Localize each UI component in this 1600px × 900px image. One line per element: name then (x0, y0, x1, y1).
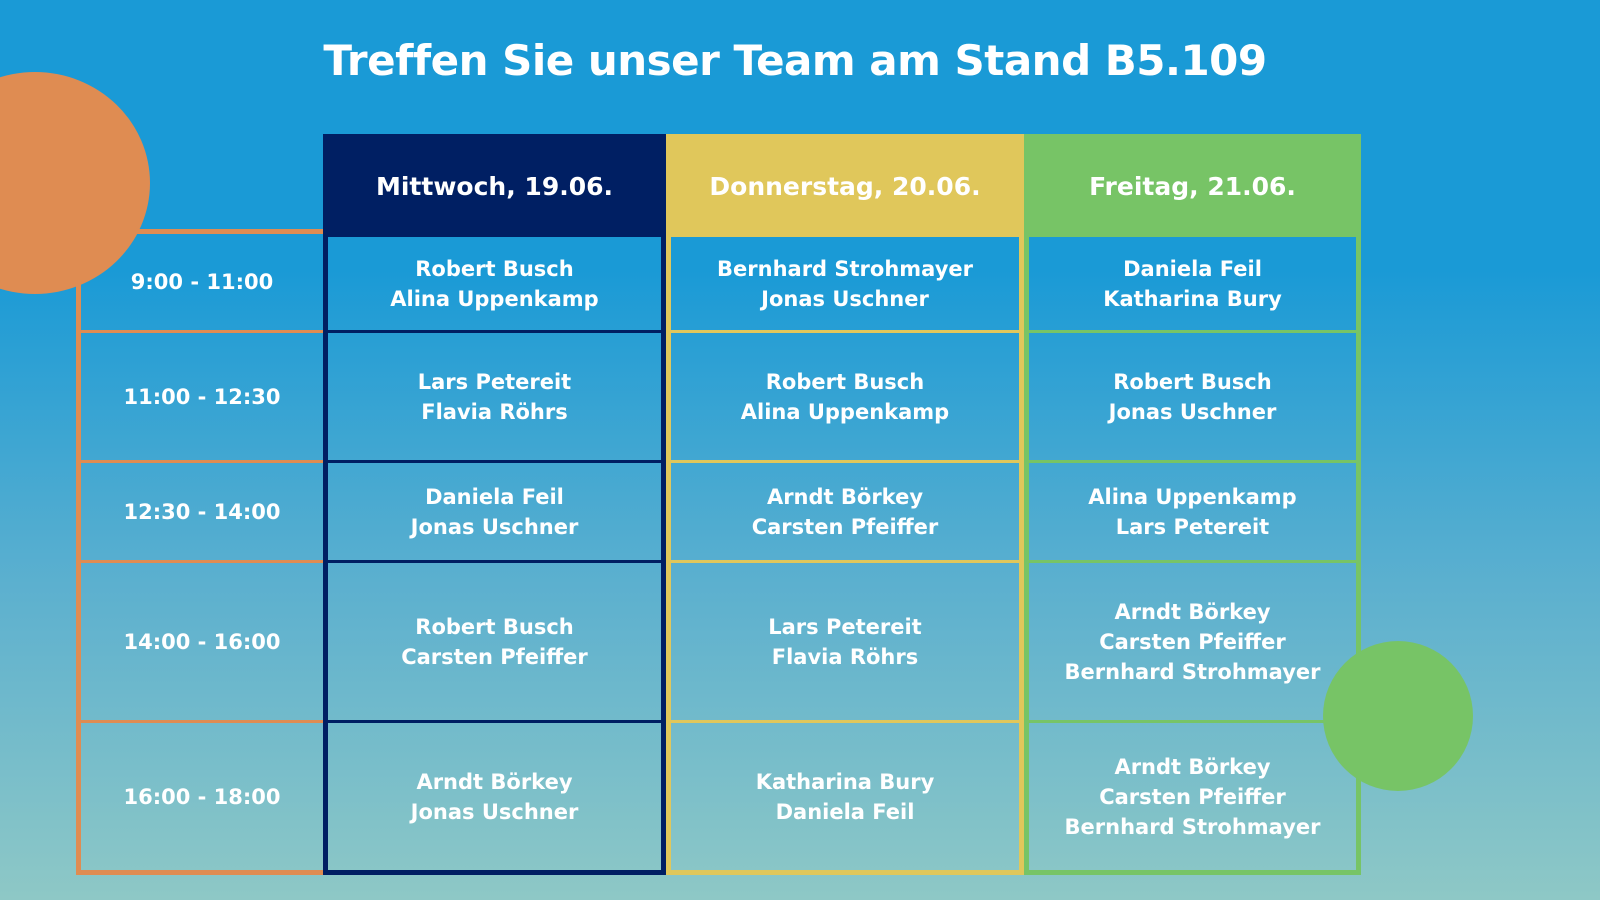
person-name: Robert Busch (1113, 369, 1272, 394)
green-decor-circle (1323, 641, 1473, 791)
slot-fri-4: Arndt Börkey Carsten Pfeiffer Bernhard Str… (1029, 560, 1356, 720)
person-name: Lars Petereit (768, 614, 922, 639)
person-name: Alina Uppenkamp (390, 286, 599, 311)
day-header-thursday: Donnerstag, 20.06. (671, 139, 1019, 234)
day-header-wednesday: Mittwoch, 19.06. (328, 139, 661, 234)
page-title: Treffen Sie unser Team am Stand B5.109 (323, 36, 1267, 85)
person-name: Lars Petereit (1115, 514, 1270, 539)
person-name: Robert Busch (415, 256, 574, 281)
person-name: Bernhard Strohmayer (1064, 659, 1321, 684)
slot-wed-3: Daniela Feil Jonas Uschner (328, 460, 661, 560)
time-column: 9:00 - 11:00 11:00 - 12:30 12:30 - 14:00… (76, 229, 323, 875)
day-header-friday: Freitag, 21.06. (1029, 139, 1356, 234)
day-column-friday: Freitag, 21.06. Daniela Feil Katharina Bu… (1024, 134, 1361, 875)
slot-fri-2: Robert Busch Jonas Uschner (1029, 330, 1356, 460)
slot-wed-2: Lars Petereit Flavia Röhrs (328, 330, 661, 460)
slot-fri-3: Alina Uppenkamp Lars Petereit (1029, 460, 1356, 560)
person-name: Arndt Börkey (1114, 599, 1271, 624)
day-column-wednesday: Mittwoch, 19.06. Robert Busch Alina Uppen… (323, 134, 666, 875)
person-name: Katharina Bury (1103, 286, 1282, 311)
time-slot-4: 14:00 - 16:00 (81, 560, 323, 720)
person-name: Daniela Feil (425, 484, 564, 509)
day-column-thursday: Donnerstag, 20.06. Bernhard Strohmayer Jo… (666, 134, 1024, 875)
person-name: Flavia Röhrs (771, 644, 919, 669)
person-name: Daniela Feil (775, 799, 915, 824)
person-name: Carsten Pfeiffer (1099, 784, 1286, 809)
slot-thu-4: Lars Petereit Flavia Röhrs (671, 560, 1019, 720)
slot-thu-1: Bernhard Strohmayer Jonas Uschner (671, 234, 1019, 330)
person-name: Arndt Börkey (416, 769, 573, 794)
time-slot-5: 16:00 - 18:00 (81, 720, 323, 870)
person-name: Carsten Pfeiffer (401, 644, 588, 669)
person-name: Robert Busch (765, 369, 925, 394)
person-name: Arndt Börkey (1114, 754, 1271, 779)
time-slot-3: 12:30 - 14:00 (81, 460, 323, 560)
person-name: Katharina Bury (755, 769, 935, 794)
person-name: Lars Petereit (417, 369, 572, 394)
person-name: Alina Uppenkamp (1088, 484, 1297, 509)
person-name: Alina Uppenkamp (740, 399, 950, 424)
person-name: Jonas Uschner (410, 799, 579, 824)
slot-thu-2: Robert Busch Alina Uppenkamp (671, 330, 1019, 460)
person-name: Flavia Röhrs (421, 399, 568, 424)
person-name: Arndt Börkey (766, 484, 924, 509)
person-name: Jonas Uschner (410, 514, 579, 539)
person-name: Carsten Pfeiffer (751, 514, 939, 539)
time-slot-1: 9:00 - 11:00 (130, 270, 274, 294)
person-name: Daniela Feil (1123, 256, 1262, 281)
slot-thu-3: Arndt Börkey Carsten Pfeiffer (671, 460, 1019, 560)
person-name: Jonas Uschner (1108, 399, 1277, 424)
slot-thu-5: Katharina Bury Daniela Feil (671, 720, 1019, 870)
slot-fri-1: Daniela Feil Katharina Bury (1029, 234, 1356, 330)
person-name: Bernhard Strohmayer (717, 256, 973, 281)
person-name: Jonas Uschner (761, 286, 929, 311)
slot-wed-5: Arndt Börkey Jonas Uschner (328, 720, 661, 870)
slot-wed-1: Robert Busch Alina Uppenkamp (328, 234, 661, 330)
person-name: Carsten Pfeiffer (1099, 629, 1286, 654)
slot-fri-5: Arndt Börkey Carsten Pfeiffer Bernhard Str… (1029, 720, 1356, 870)
time-slot-2: 11:00 - 12:30 (81, 330, 323, 460)
slot-wed-4: Robert Busch Carsten Pfeiffer (328, 560, 661, 720)
person-name: Bernhard Strohmayer (1064, 814, 1321, 839)
person-name: Robert Busch (415, 614, 574, 639)
